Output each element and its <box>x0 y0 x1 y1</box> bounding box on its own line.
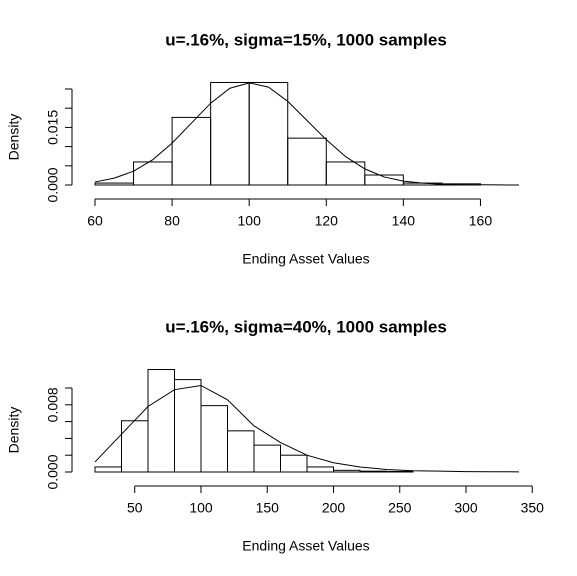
y-axis-label: Density <box>6 407 22 454</box>
bar <box>200 405 228 473</box>
bar <box>227 430 255 473</box>
chart-title: u=.16%, sigma=15%, 1000 samples <box>165 30 447 49</box>
bar <box>133 161 173 186</box>
bar <box>147 369 175 473</box>
y-axis-label: Density <box>6 114 22 161</box>
bar <box>253 444 281 473</box>
x-tick-label: 100 <box>238 213 262 229</box>
x-tick-label: 80 <box>164 213 180 229</box>
bar <box>171 116 212 186</box>
x-tick-label: 50 <box>127 500 143 516</box>
bar <box>287 137 327 186</box>
x-axis-label: Ending Asset Values <box>242 251 369 267</box>
chart-title: u=.16%, sigma=40%, 1000 samples <box>165 317 447 336</box>
bar <box>248 81 289 186</box>
density-curve <box>94 384 520 473</box>
x-tick-label: 200 <box>322 500 346 516</box>
y-tick-label: 0.008 <box>45 387 61 422</box>
bar <box>364 174 404 186</box>
bar <box>174 379 202 473</box>
bar <box>325 161 366 186</box>
bar <box>333 469 361 473</box>
y-tick-label: 0.000 <box>45 167 61 202</box>
bar <box>210 81 250 186</box>
x-tick-label: 100 <box>189 500 213 516</box>
bar <box>94 466 122 473</box>
bar <box>306 466 334 473</box>
x-tick-label: 150 <box>256 500 280 516</box>
x-tick-label: 160 <box>469 213 493 229</box>
bar <box>280 454 308 473</box>
x-tick-label: 120 <box>315 213 339 229</box>
x-tick-label: 250 <box>388 500 412 516</box>
y-tick-label: 0.000 <box>45 454 61 489</box>
density-curve <box>94 82 520 186</box>
bar <box>121 420 149 473</box>
bar <box>359 470 387 473</box>
x-tick-label: 140 <box>392 213 416 229</box>
x-tick-label: 60 <box>87 213 103 229</box>
x-axis-label: Ending Asset Values <box>242 538 369 554</box>
y-tick-label: 0.015 <box>45 110 61 145</box>
x-tick-label: 300 <box>454 500 478 516</box>
x-tick-label: 350 <box>521 500 545 516</box>
bar <box>94 182 135 186</box>
bar <box>386 470 414 473</box>
